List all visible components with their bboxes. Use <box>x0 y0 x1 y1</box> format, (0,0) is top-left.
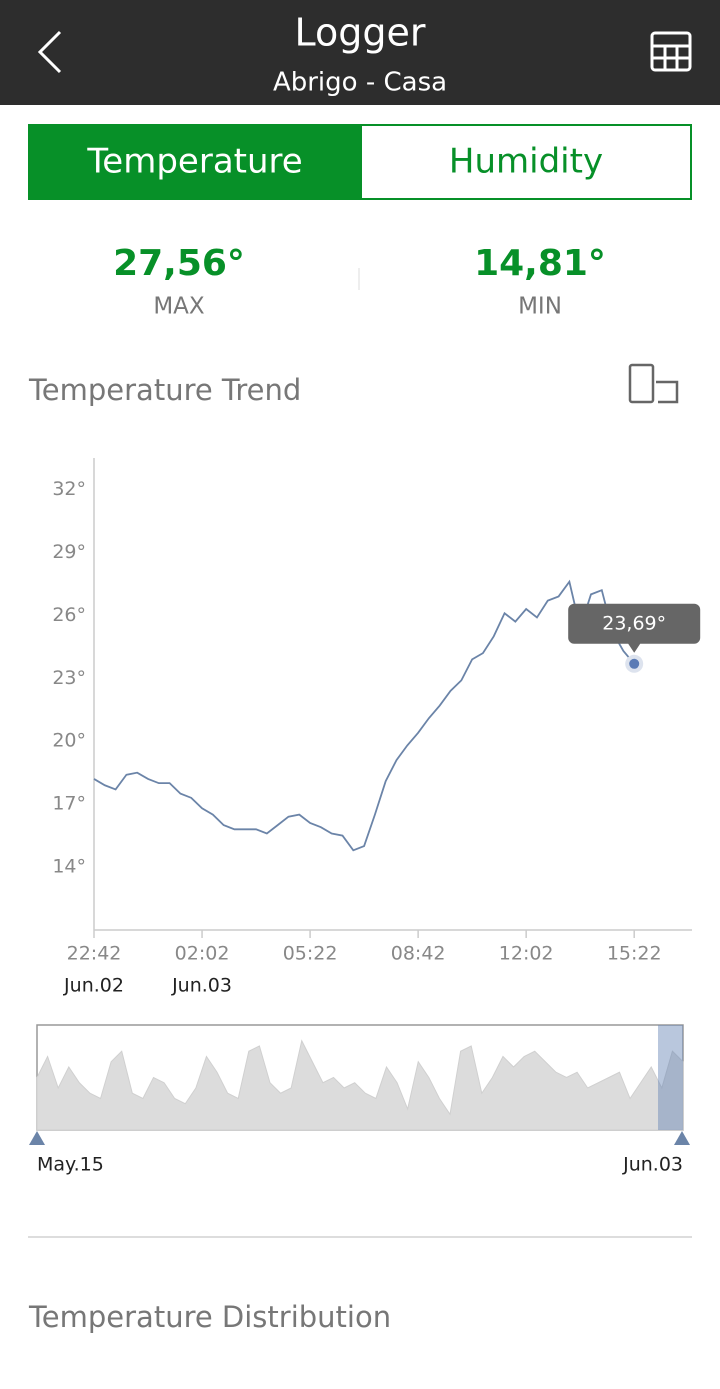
app-bar <box>0 0 720 105</box>
title: Logger <box>295 11 426 55</box>
navigator-selection <box>658 1025 683 1130</box>
navigator-handle[interactable] <box>29 1131 45 1145</box>
section-title: Temperature Distribution <box>28 1300 391 1334</box>
line <box>93 579 635 852</box>
rotate-button[interactable] <box>628 363 679 404</box>
point <box>629 658 640 669</box>
navigator-handle[interactable] <box>674 1131 690 1145</box>
tooltip-label: 23,69° <box>602 612 666 634</box>
y-tick-label: 20° <box>52 730 86 752</box>
tab-active[interactable] <box>29 125 361 199</box>
y-tick-label: 29° <box>52 541 86 563</box>
x-tick-label: 15:22 <box>607 943 662 965</box>
y-tick-label: 23° <box>52 667 86 689</box>
x-date-label: Jun.02 <box>63 975 124 997</box>
y-tick-label: 26° <box>52 604 86 626</box>
x-tick-label: 02:02 <box>175 943 230 965</box>
x-tick-label: 22:42 <box>67 943 122 965</box>
stat-label: MAX <box>153 294 205 320</box>
subtitle: Abrigo - Casa <box>273 68 447 98</box>
tab-label: Temperature <box>86 142 302 182</box>
x-tick-label: 12:02 <box>499 943 554 965</box>
tab-border <box>28 124 692 200</box>
y-tick-label: 32° <box>52 478 86 500</box>
y-tick-label: 14° <box>52 856 86 878</box>
tooltip <box>568 603 701 653</box>
table-button[interactable] <box>650 31 692 72</box>
navigator-area <box>36 1039 684 1131</box>
stat-label: MIN <box>518 294 562 320</box>
tab-label: Humidity <box>449 142 603 182</box>
x-date-label: Jun.03 <box>171 975 232 997</box>
navigator-label: May.15 <box>37 1154 104 1176</box>
navigator-label: Jun.03 <box>622 1154 683 1176</box>
back-button[interactable] <box>37 30 62 74</box>
section-title: Temperature Trend <box>28 373 301 407</box>
x-tick-label: 05:22 <box>283 943 338 965</box>
x-tick-label: 08:42 <box>391 943 446 965</box>
stat-value: 14,81° <box>474 243 606 284</box>
y-tick-label: 17° <box>52 793 86 815</box>
stat-value: 27,56° <box>113 243 245 284</box>
